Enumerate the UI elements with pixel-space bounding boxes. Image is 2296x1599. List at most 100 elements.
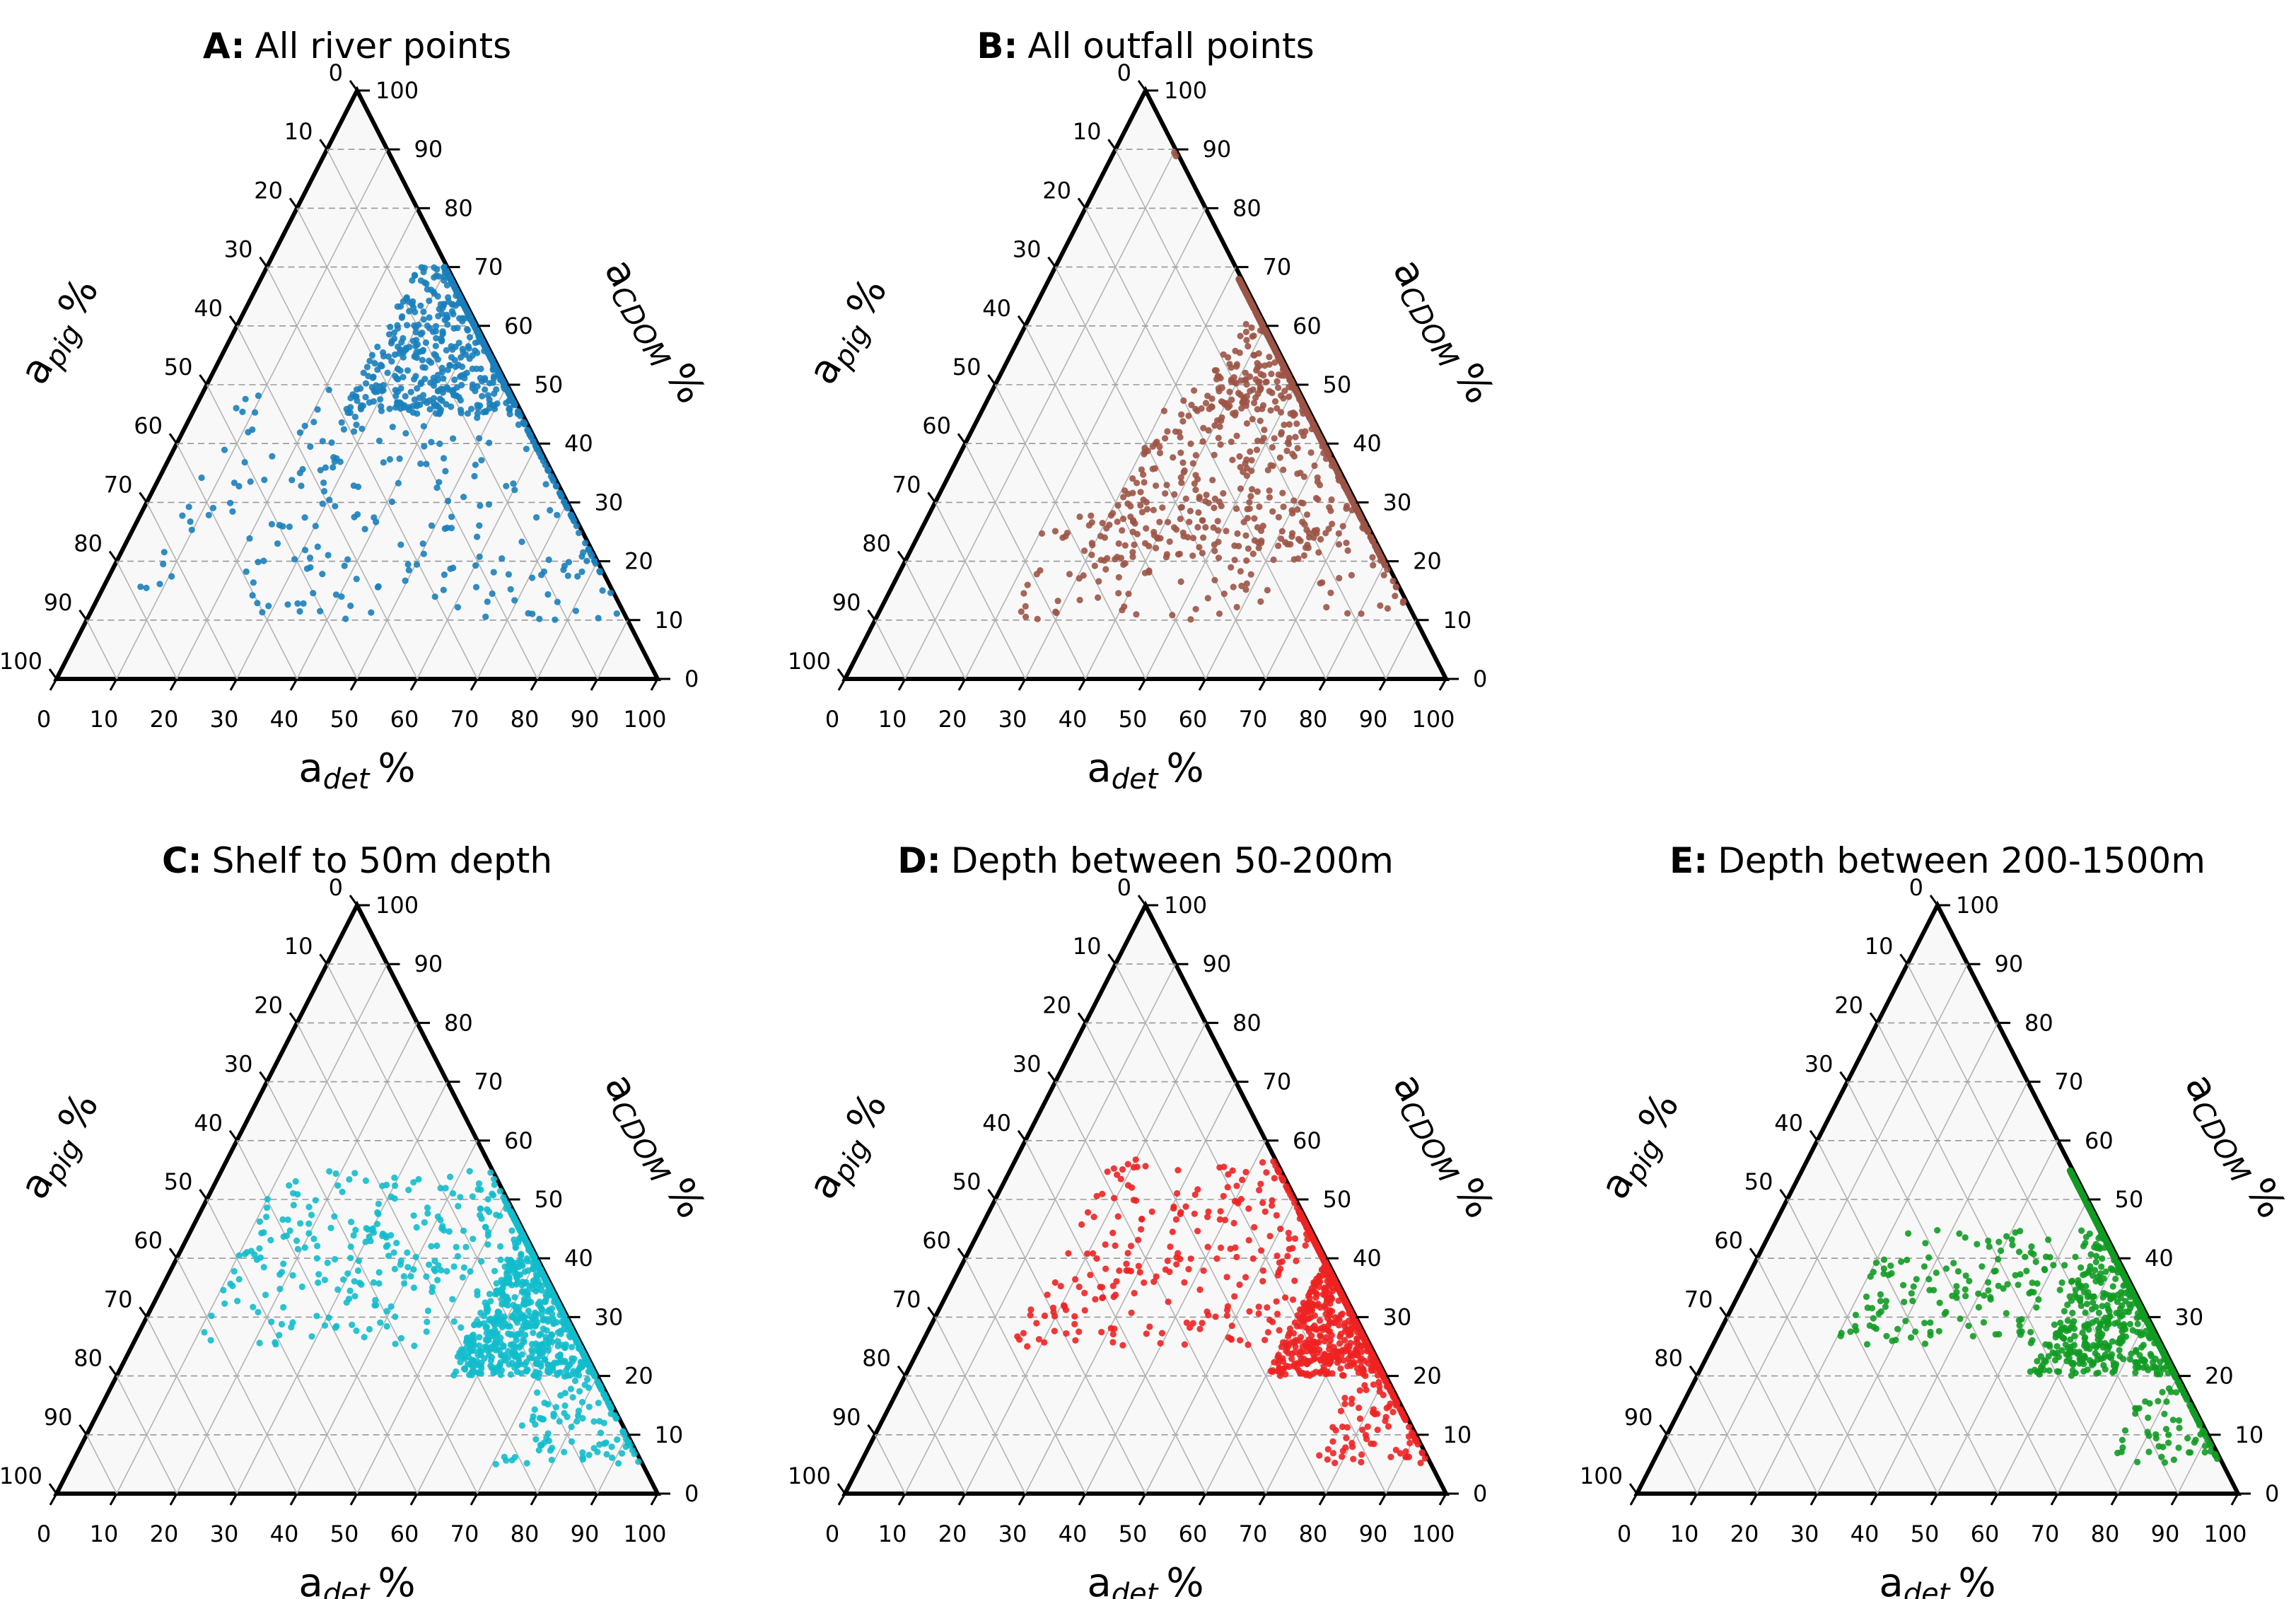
- data-point: [229, 508, 236, 515]
- data-point: [324, 1260, 331, 1267]
- det-tick-label: 30: [210, 1520, 239, 1547]
- data-point: [388, 498, 396, 506]
- data-point: [319, 571, 326, 578]
- data-point: [469, 352, 476, 359]
- det-gridline: [597, 1434, 629, 1494]
- data-point: [578, 1399, 586, 1406]
- data-point: [1150, 506, 1157, 513]
- data-point: [1202, 400, 1210, 407]
- data-point: [450, 1372, 458, 1379]
- data-point: [1312, 494, 1320, 502]
- cdom-axis-label: aCDOM%: [592, 1066, 715, 1228]
- det-tick-label: 40: [270, 1520, 299, 1547]
- data-point: [1137, 501, 1144, 509]
- data-point: [1256, 503, 1263, 511]
- data-point: [1192, 605, 1199, 612]
- det-tick-label: 50: [330, 706, 359, 733]
- data-point: [1162, 490, 1169, 497]
- data-point: [1051, 528, 1059, 535]
- data-point: [476, 522, 483, 529]
- data-point: [411, 322, 418, 329]
- data-point: [1237, 464, 1244, 471]
- data-point: [564, 572, 571, 579]
- data-point: [375, 1269, 383, 1276]
- data-point: [466, 1168, 473, 1175]
- data-point: [508, 1258, 515, 1265]
- data-point: [578, 568, 585, 576]
- data-point: [490, 1364, 497, 1371]
- data-point: [513, 1337, 520, 1344]
- data-point: [370, 373, 377, 380]
- data-point: [1076, 513, 1083, 521]
- data-point: [1115, 590, 1122, 597]
- cdom-axis-label: aCDOM%: [592, 251, 715, 414]
- data-point: [292, 1178, 299, 1185]
- data-point: [412, 1253, 419, 1260]
- data-point: [571, 1377, 579, 1385]
- data-point: [1133, 611, 1140, 618]
- data-point: [1156, 449, 1164, 457]
- data-point: [353, 1327, 360, 1335]
- data-point: [261, 476, 268, 484]
- cdom-tick-label: 100: [375, 892, 419, 919]
- data-point: [1214, 527, 1222, 534]
- pig-gridline: [116, 1376, 177, 1494]
- data-point: [1270, 556, 1277, 564]
- data-point: [385, 331, 393, 338]
- data-point: [514, 1362, 521, 1369]
- data-point: [1277, 357, 1284, 364]
- data-point: [1257, 598, 1264, 605]
- data-point: [303, 565, 310, 572]
- data-point: [1264, 586, 1271, 594]
- data-point: [239, 408, 246, 416]
- data-point: [1288, 1350, 1295, 1357]
- data-point: [1247, 448, 1254, 455]
- data-point: [488, 1343, 496, 1350]
- data-point: [461, 1352, 469, 1359]
- data-point: [1271, 435, 1278, 442]
- data-point: [366, 1325, 373, 1333]
- data-point: [410, 1284, 418, 1291]
- data-point: [308, 1211, 315, 1219]
- data-point: [368, 384, 375, 391]
- data-point: [530, 1265, 537, 1273]
- data-point: [299, 465, 306, 473]
- data-point: [557, 1327, 564, 1335]
- data-point: [1268, 371, 1275, 378]
- data-point: [1335, 530, 1342, 537]
- data-point: [577, 1359, 584, 1366]
- data-point: [338, 419, 345, 426]
- data-point: [1228, 564, 1235, 571]
- data-point: [1294, 506, 1301, 513]
- data-point: [1367, 533, 1374, 541]
- data-point: [1251, 537, 1258, 544]
- data-point: [423, 1273, 430, 1280]
- data-point: [305, 1204, 313, 1211]
- data-point: [561, 1402, 569, 1409]
- panel-b: 0001010102020203030304040405050506060607…: [788, 25, 1503, 796]
- data-point: [1246, 499, 1253, 506]
- data-point: [1024, 581, 1031, 588]
- data-point: [1392, 583, 1400, 591]
- data-point: [1275, 384, 1282, 391]
- data-point: [362, 393, 369, 401]
- pig-tick-label: 30: [224, 236, 253, 263]
- data-point: [458, 409, 465, 417]
- data-point: [454, 1353, 462, 1360]
- data-point: [1253, 367, 1260, 374]
- data-point: [1216, 388, 1223, 395]
- data-point: [549, 1310, 556, 1318]
- data-point: [548, 1456, 555, 1463]
- scatter-points: [137, 264, 620, 623]
- data-point: [608, 1443, 615, 1450]
- data-point: [459, 1274, 467, 1281]
- data-point: [388, 358, 395, 365]
- data-point: [421, 397, 428, 405]
- data-point: [549, 1316, 556, 1323]
- data-point: [445, 1228, 453, 1235]
- data-point: [478, 1257, 485, 1265]
- data-point: [544, 1368, 552, 1376]
- cdom-tick-label: 60: [504, 1127, 533, 1154]
- data-point: [1348, 571, 1355, 579]
- data-point: [1254, 437, 1261, 445]
